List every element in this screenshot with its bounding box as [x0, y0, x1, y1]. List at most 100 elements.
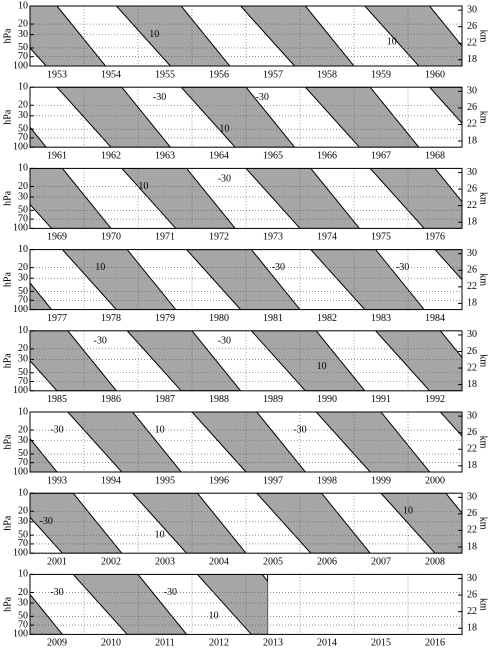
westerly-band [369, 168, 462, 229]
x-tick-label: 2013 [263, 638, 283, 649]
westerly-band [374, 330, 462, 391]
westerly-band [239, 6, 355, 66]
y-tick-label: 50 [18, 448, 28, 459]
x-tick-label: 1958 [317, 69, 337, 80]
x-tick-label: 1985 [47, 394, 67, 405]
westerly-band [30, 126, 47, 148]
x-tick-label: 1978 [101, 313, 121, 324]
y-tick-label: 30 [18, 597, 28, 608]
x-tick-label: 2010 [101, 638, 121, 649]
y-axis-label: hPa [2, 272, 13, 288]
y-tick-label: 70 [18, 619, 28, 630]
contour-label: 10 [209, 611, 219, 622]
y2-tick-label: 26 [467, 265, 477, 276]
y2-tick-label: 18 [467, 298, 477, 309]
westerly-band [121, 168, 236, 229]
westerly-band [196, 574, 268, 635]
westerly-band [256, 493, 371, 554]
westerly-phases [30, 330, 462, 391]
x-tick-label: 1998 [317, 475, 337, 486]
x-tick-label: 2007 [371, 556, 391, 567]
westerly-band [131, 493, 247, 554]
frame [29, 249, 463, 311]
x-tick-label: 1987 [155, 394, 175, 405]
x-tick-label: 1955 [155, 69, 175, 80]
y-tick-label: 70 [18, 213, 28, 224]
y-tick-label: 100 [13, 385, 28, 396]
y2-tick-label: 18 [467, 379, 477, 390]
y-tick-label: 10 [18, 244, 28, 255]
x-tick-label: 1976 [425, 232, 445, 243]
y2-tick-label: 26 [467, 589, 477, 600]
x-tick-label: 1980 [209, 313, 229, 324]
x-tick-label: 1957 [263, 69, 283, 80]
y-tick-label: 100 [13, 60, 28, 71]
y2-tick-label: 22 [467, 525, 477, 536]
y-tick-label: 10 [18, 0, 28, 11]
x-tick-label: 1979 [155, 313, 175, 324]
x-tick-label: 1969 [47, 232, 67, 243]
y2-tick-label: 26 [467, 102, 477, 113]
westerly-band [56, 87, 172, 148]
x-tick-label: 1956 [209, 69, 229, 80]
westerly-band [126, 330, 242, 391]
x-tick-label: 2002 [101, 556, 121, 567]
westerly-band [30, 437, 58, 472]
contour-label: 10 [138, 181, 148, 192]
x-tick-label: 1989 [263, 394, 283, 405]
westerly-phases [30, 87, 462, 148]
westerly-band [428, 87, 462, 124]
y2-tick-label: 26 [467, 508, 477, 519]
westerly-band [30, 330, 118, 391]
y-tick-label: 20 [18, 181, 28, 192]
x-tick-label: 1973 [263, 232, 283, 243]
westerly-band [304, 87, 420, 148]
x-tick-label: 1977 [47, 313, 67, 324]
y2-tick-label: 22 [467, 606, 477, 617]
westerly-band [61, 249, 177, 310]
westerly-phases [30, 574, 268, 635]
y2-tick-label: 22 [467, 281, 477, 292]
x-tick-label: 1971 [155, 232, 175, 243]
contour-label: -30 [218, 336, 231, 347]
x-tick-label: 2001 [47, 556, 67, 567]
westerly-phases [30, 493, 462, 554]
y2-tick-label: 22 [467, 444, 477, 455]
frame [29, 86, 463, 148]
y-tick-label: 70 [18, 376, 28, 387]
y2-tick-label: 22 [467, 362, 477, 373]
y2-tick-label: 18 [467, 216, 477, 227]
y-tick-label: 100 [13, 629, 28, 640]
x-tick-label: 1996 [209, 475, 229, 486]
contour-label: -30 [94, 336, 107, 347]
frame [29, 167, 463, 229]
frame [29, 492, 463, 554]
contour-label: -30 [50, 587, 63, 598]
y-axis-label: hPa [2, 190, 13, 206]
y-tick-label: 30 [18, 110, 28, 121]
westerly-band [72, 574, 188, 635]
contour-label: -30 [218, 173, 231, 184]
y-tick-label: 20 [18, 506, 28, 517]
x-tick-label: 1986 [101, 394, 121, 405]
contour-label: -30 [40, 516, 53, 527]
x-tick-label: 1965 [263, 150, 283, 161]
westerly-band [30, 593, 64, 635]
contour-label: 10 [387, 36, 397, 47]
westerly-phases [30, 168, 462, 229]
x-tick-label: 1966 [317, 150, 337, 161]
contour-label: -30 [164, 587, 177, 598]
x-tick-label: 1959 [371, 69, 391, 80]
y-tick-label: 100 [13, 547, 28, 558]
y-tick-label: 20 [18, 343, 28, 354]
y-tick-label: 70 [18, 457, 28, 468]
x-tick-label: 1990 [317, 394, 337, 405]
contour-label: 10 [155, 424, 165, 435]
contour-label: -30 [50, 424, 63, 435]
westerly-band [191, 412, 307, 472]
y-tick-label: 50 [18, 529, 28, 540]
y-axis-label: hPa [2, 353, 13, 369]
x-tick-label: 2000 [425, 475, 445, 486]
